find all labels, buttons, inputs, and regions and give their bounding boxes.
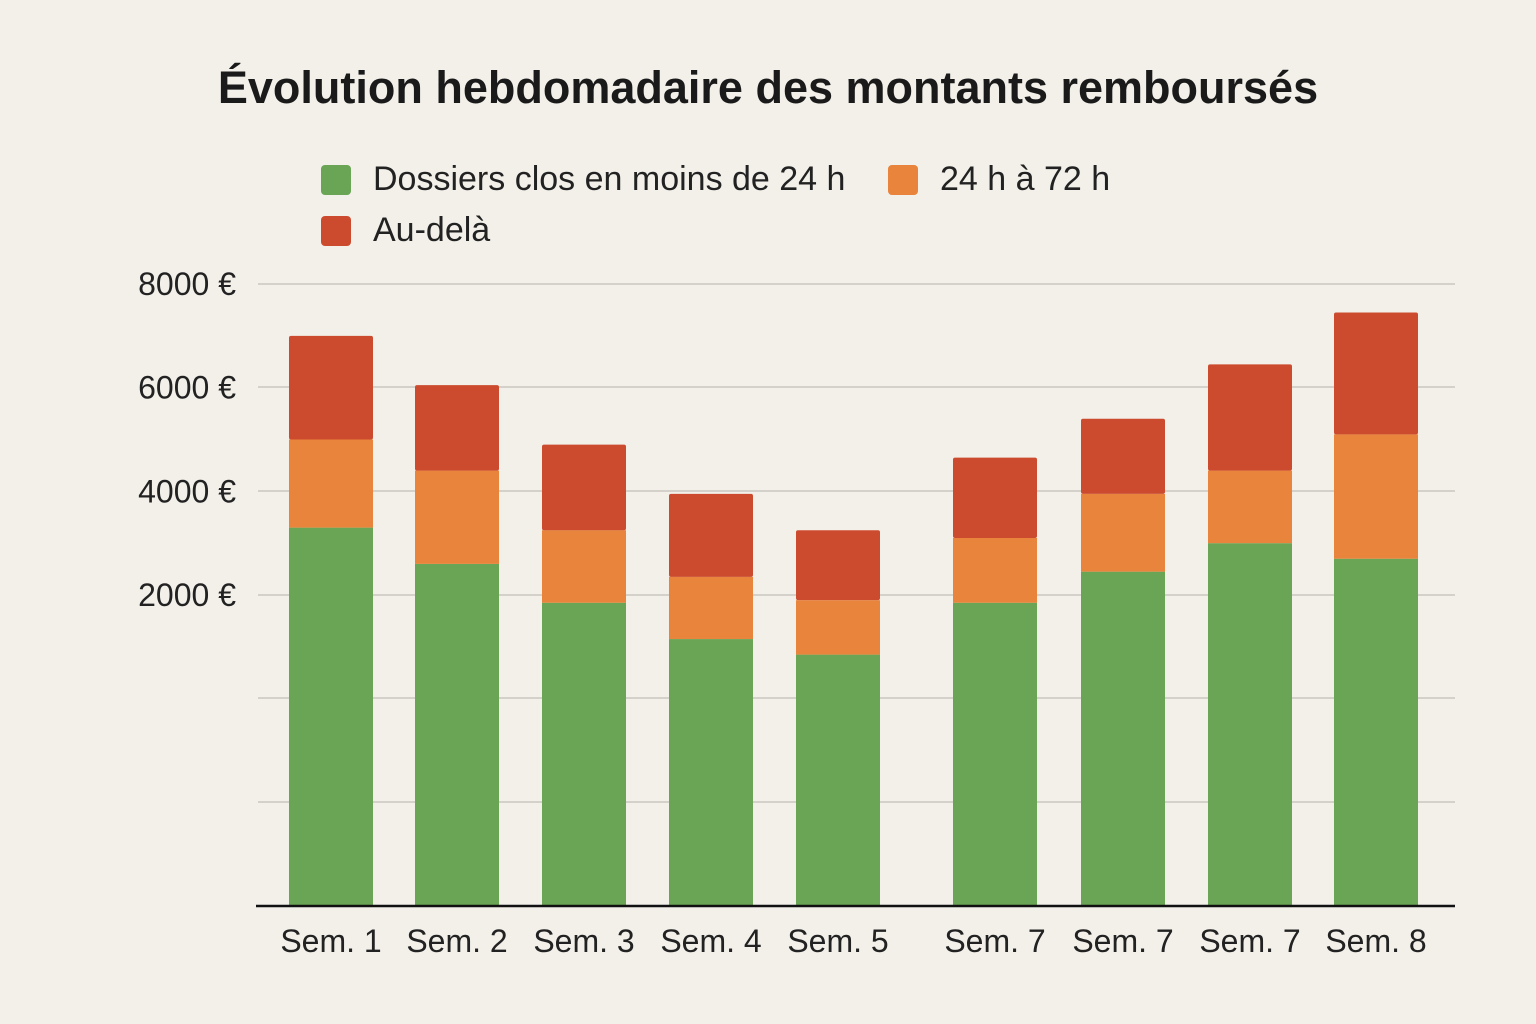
bar-segment bbox=[1208, 543, 1292, 906]
legend-item-under-24h: Dossiers clos en moins de 24 h bbox=[321, 160, 845, 199]
legend-item-24-72h: 24 h à 72 h bbox=[888, 160, 1110, 199]
bar-segment bbox=[1208, 364, 1292, 471]
bar-segment bbox=[1081, 493, 1165, 572]
y-tick-label: 2000 € bbox=[138, 577, 236, 613]
bar-segment bbox=[953, 602, 1037, 906]
y-tick-label: 6000 € bbox=[138, 370, 236, 406]
bar-segment bbox=[1081, 418, 1165, 494]
chart-title: Évolution hebdomadaire des montants remb… bbox=[217, 62, 1319, 113]
bar-segment bbox=[669, 493, 753, 577]
bar-segment bbox=[796, 654, 880, 906]
bar-segment bbox=[415, 470, 499, 564]
bar-segment bbox=[669, 639, 753, 906]
x-tick-label: Sem. 2 bbox=[406, 923, 507, 959]
x-tick-label: Sem. 8 bbox=[1325, 923, 1426, 959]
legend-swatch bbox=[888, 164, 918, 195]
bar-segment bbox=[953, 457, 1037, 538]
legend-label: Au-delà bbox=[373, 211, 491, 249]
legend-swatch bbox=[321, 164, 351, 195]
legend-item-beyond: Au-delà bbox=[321, 211, 490, 250]
bar-segment bbox=[796, 530, 880, 601]
y-tick-label: 4000 € bbox=[138, 473, 236, 509]
bar-segment bbox=[415, 563, 499, 906]
bar-segment bbox=[953, 537, 1037, 603]
x-tick-label: Sem. 7 bbox=[1199, 923, 1300, 959]
legend-label: 24 h à 72 h bbox=[940, 160, 1111, 198]
bar-segment bbox=[289, 439, 373, 528]
bar-segment bbox=[1208, 470, 1292, 544]
bar-segment bbox=[1334, 434, 1418, 559]
bar-segment bbox=[796, 600, 880, 655]
bar-segment bbox=[415, 385, 499, 471]
legend-label: Dossiers clos en moins de 24 h bbox=[373, 160, 846, 198]
bar-segment bbox=[289, 527, 373, 906]
x-tick-label: Sem. 4 bbox=[660, 923, 761, 959]
bar-segment bbox=[289, 335, 373, 440]
bar-segment bbox=[669, 576, 753, 640]
x-tick-label: Sem. 1 bbox=[280, 923, 381, 959]
bar-segment bbox=[542, 444, 626, 531]
bar-segment bbox=[1334, 312, 1418, 435]
bar-segment bbox=[542, 530, 626, 603]
x-tick-label: Sem. 5 bbox=[787, 923, 888, 959]
bar-segment bbox=[542, 602, 626, 906]
legend-swatch bbox=[321, 215, 351, 246]
bar-segment bbox=[1081, 571, 1165, 906]
x-tick-label: Sem. 7 bbox=[944, 923, 1045, 959]
x-tick-label: Sem. 7 bbox=[1072, 923, 1173, 959]
bar-segment bbox=[1334, 558, 1418, 906]
x-tick-label: Sem. 3 bbox=[533, 923, 634, 959]
y-tick-label: 8000 € bbox=[138, 266, 236, 302]
